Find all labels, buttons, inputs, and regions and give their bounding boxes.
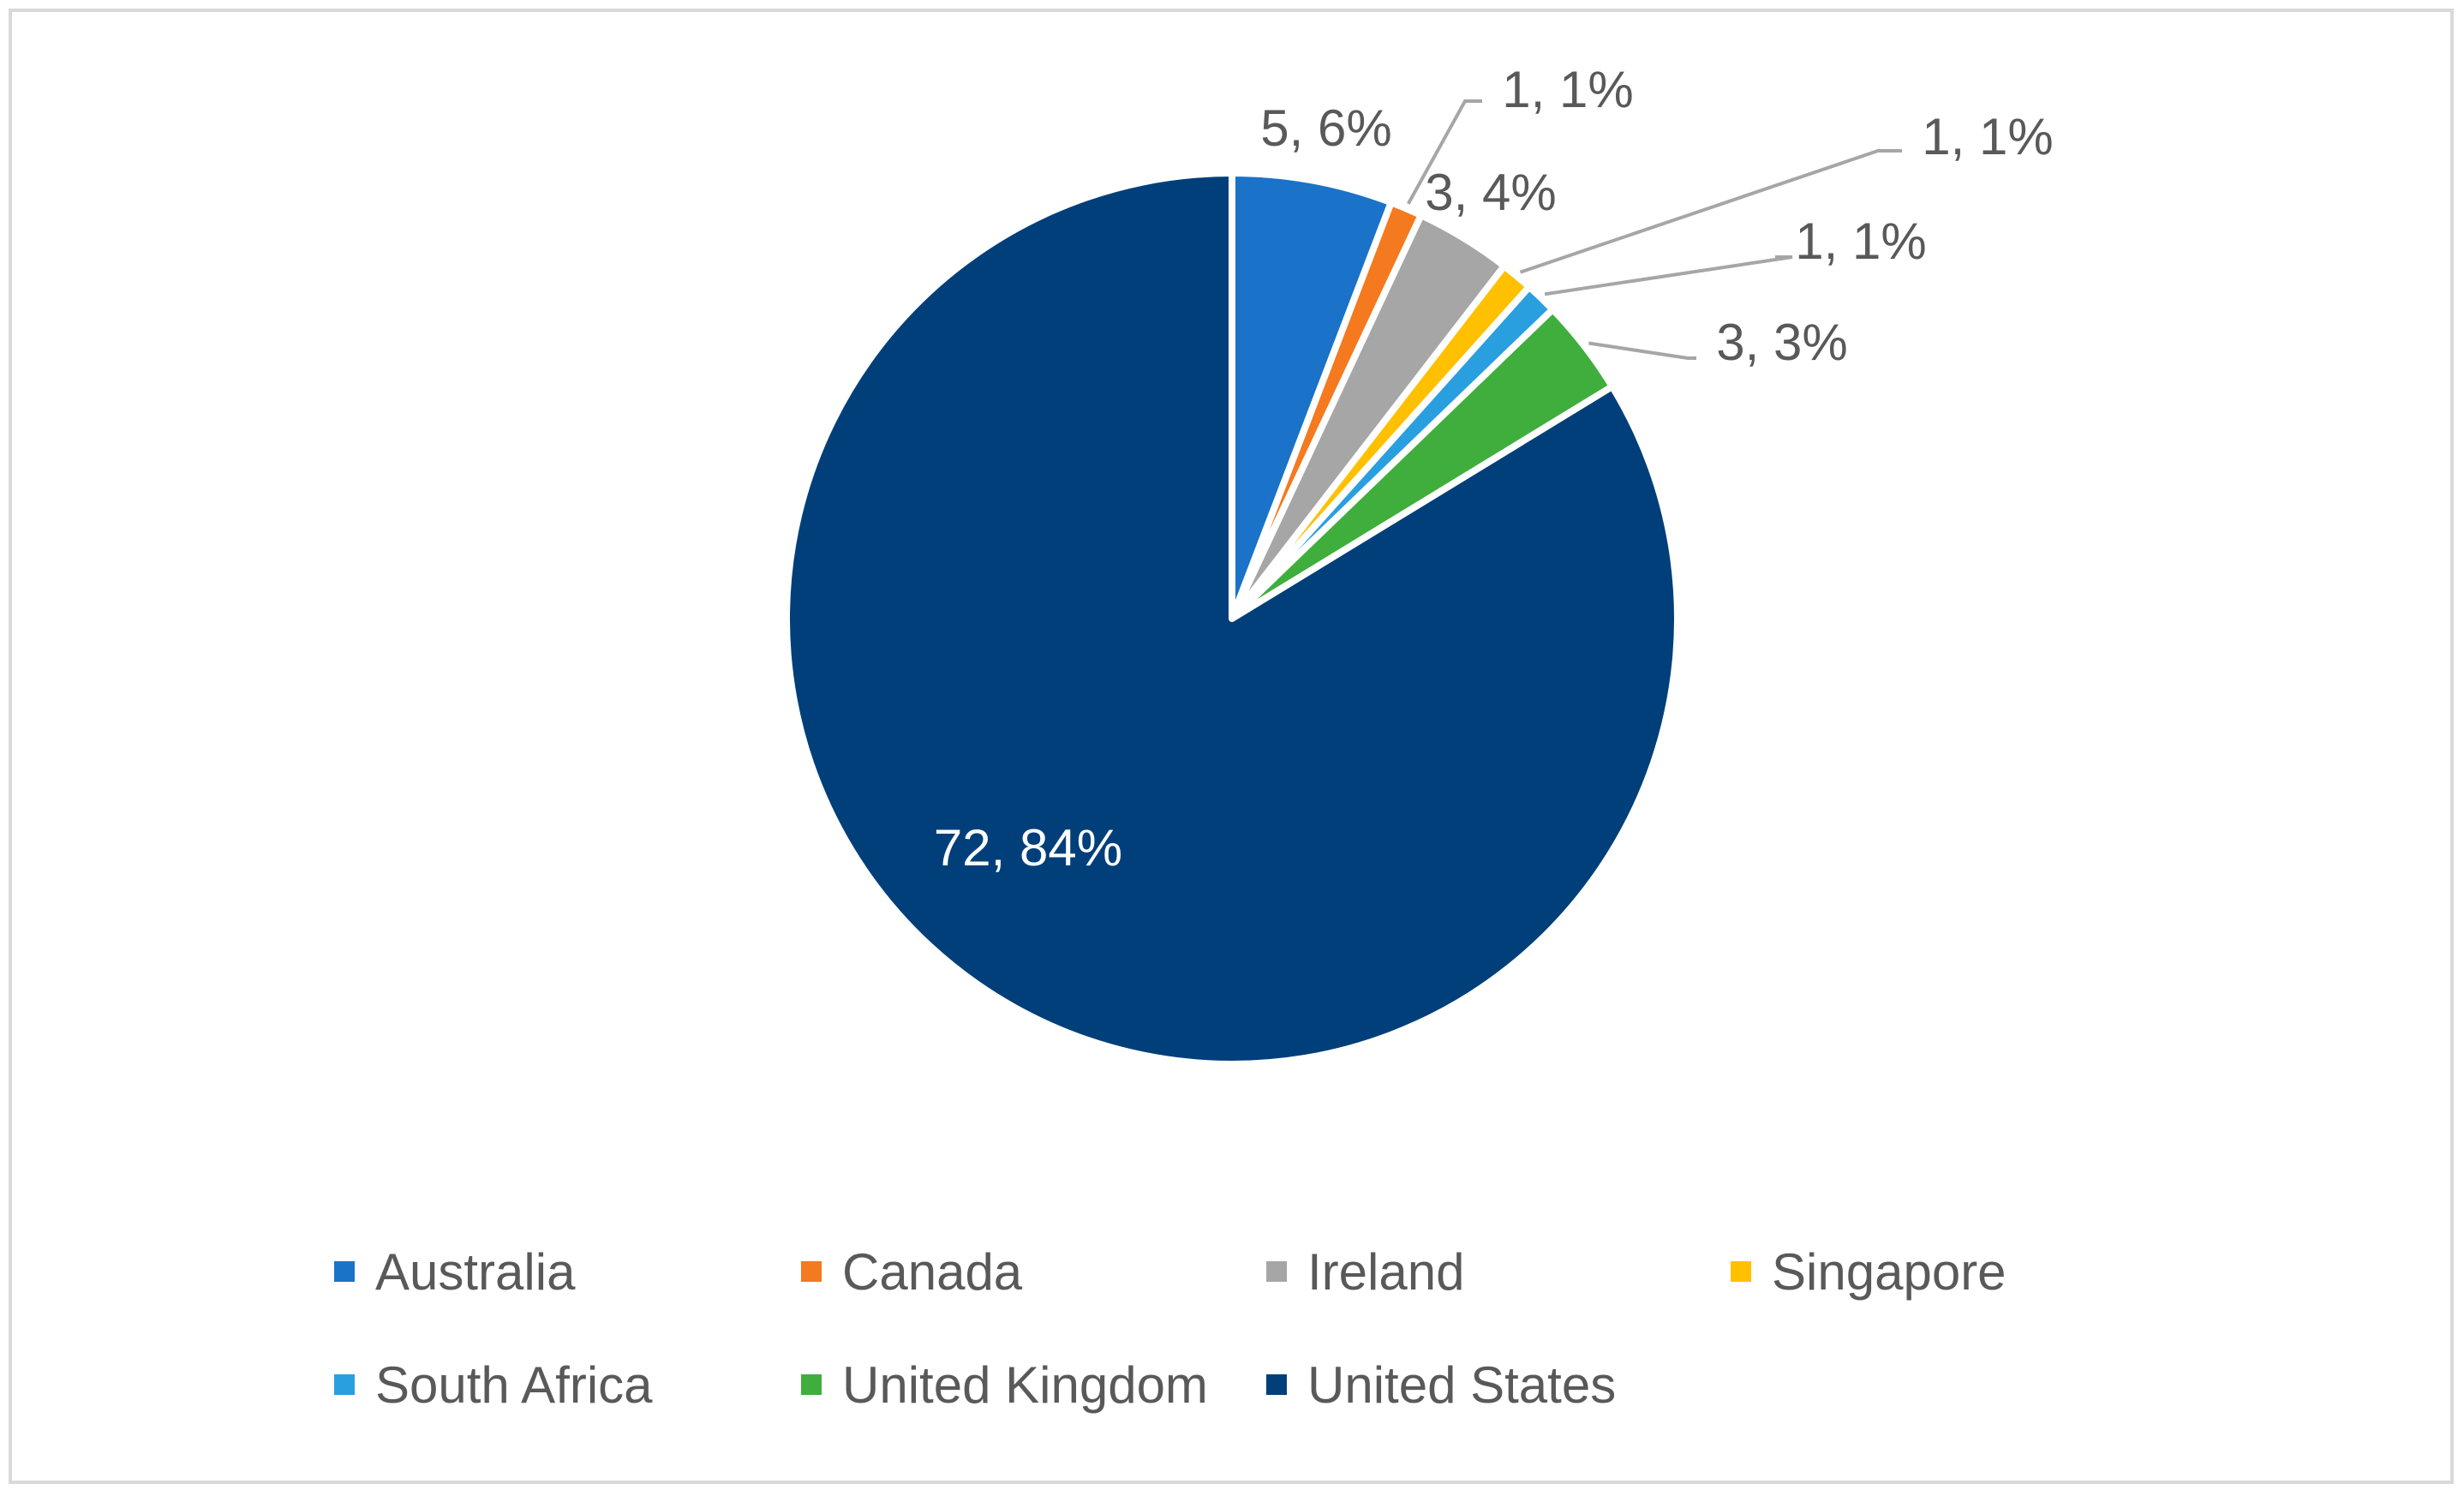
- legend-item-ireland: Ireland: [1266, 1237, 1464, 1306]
- legend-swatch: [1266, 1261, 1287, 1282]
- legend-item-australia: Australia: [334, 1237, 575, 1306]
- leader-line-united-kingdom: [1588, 341, 1696, 360]
- leader-line-south-africa: [1544, 255, 1793, 296]
- legend-label: Canada: [842, 1242, 1023, 1301]
- legend-label: Ireland: [1307, 1242, 1465, 1301]
- data-label-australia: 5, 6%: [1260, 99, 1391, 157]
- legend-swatch: [1266, 1374, 1287, 1395]
- pie-slices: [783, 170, 1682, 1068]
- legend-label: United States: [1307, 1355, 1617, 1414]
- legend-swatch: [334, 1374, 355, 1395]
- legend-item-canada: Canada: [801, 1237, 1022, 1306]
- leader-line-canada: [1406, 99, 1482, 205]
- leader-line-singapore: [1519, 149, 1902, 274]
- legend-swatch: [334, 1261, 355, 1282]
- legend-swatch: [801, 1261, 822, 1282]
- data-label-south-africa: 1, 1%: [1795, 212, 1926, 270]
- legend-item-united-states: United States: [1266, 1350, 1616, 1419]
- legend-item-singapore: Singapore: [1731, 1237, 2006, 1306]
- data-label-united-states: 72, 84%: [934, 819, 1122, 877]
- legend-label: Singapore: [1772, 1242, 2006, 1301]
- legend-swatch: [1731, 1261, 1751, 1282]
- legend-label: United Kingdom: [842, 1355, 1208, 1414]
- legend-label: South Africa: [375, 1355, 653, 1414]
- legend-item-united-kingdom: United Kingdom: [801, 1350, 1208, 1419]
- data-label-ireland: 3, 4%: [1425, 164, 1556, 221]
- legend-swatch: [801, 1374, 822, 1395]
- data-label-singapore: 1, 1%: [1922, 108, 2053, 165]
- data-label-united-kingdom: 3, 3%: [1716, 314, 1847, 371]
- pie-slice-united-states: [783, 170, 1682, 1068]
- data-label-canada: 1, 1%: [1502, 61, 1633, 118]
- leader-lines: [1406, 99, 1902, 360]
- legend-label: Australia: [375, 1242, 576, 1301]
- data-labels: 5, 6% 1, 1% 3, 4% 1, 1% 1, 1% 3, 3% 72, 84%: [934, 61, 2054, 877]
- legend-item-south-africa: South Africa: [334, 1350, 653, 1419]
